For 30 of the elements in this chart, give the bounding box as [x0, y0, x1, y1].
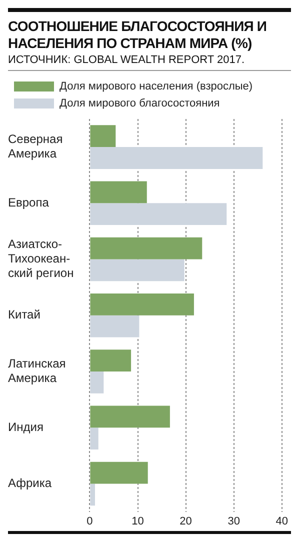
bar	[90, 428, 98, 450]
bar	[90, 484, 96, 506]
bar	[90, 372, 104, 394]
bar	[90, 203, 227, 226]
y-tick-label: Европа	[8, 195, 50, 210]
bar	[90, 350, 132, 372]
legend-label: Доля мирового благосостояния	[60, 98, 220, 110]
bar	[90, 147, 263, 169]
bar	[90, 462, 148, 484]
text: ИСТОЧНИК: GLOBAL WEALTH REPORT 2017.	[8, 54, 291, 71]
y-tick-label: Индия	[8, 420, 44, 434]
bar	[90, 294, 194, 316]
legend-label: Доля мирового населения (взрослые)	[60, 80, 253, 93]
y-tick-label: Африка	[8, 476, 52, 490]
x-tick-label: 40	[276, 515, 288, 528]
x-tick-label: 10	[132, 515, 144, 528]
x-tick-label: 20	[180, 515, 192, 528]
bar	[90, 237, 202, 260]
bar	[90, 315, 140, 338]
y-tick-label: Северная Америка	[8, 132, 63, 161]
y-tick-label: Китай	[8, 308, 40, 322]
y-tick-label: Латинская Америка	[8, 356, 66, 386]
bar	[90, 125, 116, 148]
y-tick-label: Азиатско- Тихоокеан- ский регион	[8, 237, 74, 280]
bar	[90, 181, 147, 204]
x-tick-label: 30	[228, 515, 240, 528]
bar	[90, 406, 170, 428]
bar	[90, 259, 184, 282]
x-tick-label: 0	[86, 515, 93, 528]
chart-title: СООТНОШЕНИЕ БЛАГОСОСТОЯНИЯ И НАСЕЛЕНИЯ ПО СТРАНАМ МИРА (%)	[8, 18, 268, 52]
